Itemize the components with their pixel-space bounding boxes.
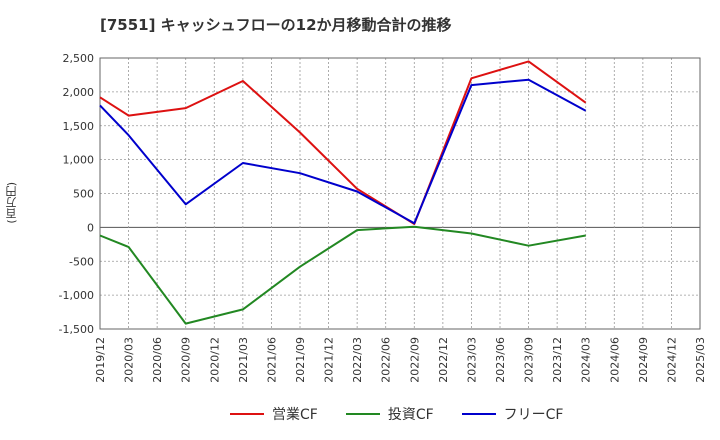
x-tick-label: 2023/09 — [523, 337, 536, 383]
legend-swatch-operating-cf — [230, 413, 264, 415]
x-tick-label: 2024/09 — [637, 337, 650, 383]
x-tick-label: 2020/09 — [180, 337, 193, 383]
x-tick-label: 2020/06 — [151, 337, 164, 383]
y-tick-label: 2,000 — [63, 86, 95, 99]
legend-swatch-investing-cf — [345, 413, 380, 415]
legend-item-free-cf[interactable]: フリーCF — [461, 404, 564, 424]
grid-layer — [99, 57, 701, 330]
series-layer — [99, 60, 587, 325]
tick-label-layer: 2,500 2,000 1,500 1,000 500 0 -500 -1,000 -1,500… — [59, 52, 707, 383]
legend-item-investing-cf[interactable]: 投資CF — [345, 404, 434, 424]
series-line-free-cf — [99, 78, 587, 225]
x-tick-label: 2024/03 — [580, 337, 593, 383]
x-tick-label: 2020/03 — [123, 337, 136, 383]
y-tick-label: 0 — [87, 221, 94, 234]
legend-item-operating-cf[interactable]: 営業CF — [230, 404, 318, 424]
y-tick-label: 500 — [73, 188, 94, 201]
x-tick-label: 2022/09 — [408, 337, 421, 383]
axis-layer — [99, 57, 701, 330]
y-tick-label: 2,500 — [63, 52, 95, 65]
x-tick-label: 2023/03 — [465, 337, 478, 383]
x-tick-label: 2021/12 — [323, 337, 336, 383]
x-tick-label: 2021/06 — [265, 337, 278, 383]
x-tick-label: 2021/09 — [294, 337, 307, 383]
series-line-operating-cf — [99, 60, 587, 225]
y-tick-label: -500 — [69, 255, 94, 268]
legend-swatch-free-cf — [461, 413, 496, 415]
y-tick-label: 1,500 — [63, 120, 95, 133]
y-tick-label: 1,000 — [63, 154, 95, 167]
series-line-investing-cf — [99, 225, 586, 325]
chart-title: [7551] キャッシュフローの12か月移動合計の推移 — [100, 16, 452, 34]
legend-label-free-cf: フリーCF — [503, 407, 564, 423]
x-tick-label: 2020/12 — [208, 337, 221, 383]
x-tick-label: 2022/12 — [437, 337, 450, 383]
x-tick-label: 2022/06 — [380, 337, 393, 383]
x-tick-label: 2025/03 — [694, 337, 707, 383]
y-tick-label: -1,000 — [59, 289, 94, 302]
legend-label-operating-cf: 営業CF — [272, 407, 318, 423]
plot-frame — [99, 57, 701, 330]
x-tick-label: 2024/06 — [608, 337, 621, 383]
y-tick-label: -1,500 — [59, 323, 94, 336]
legend-label-investing-cf: 投資CF — [387, 407, 434, 423]
x-tick-label: 2022/03 — [351, 337, 364, 383]
x-tick-label: 2019/12 — [94, 337, 107, 383]
x-tick-label: 2024/12 — [665, 337, 678, 383]
x-tick-label: 2023/06 — [494, 337, 507, 383]
legend: 営業CF 投資CF フリーCF — [230, 404, 563, 424]
x-tick-label: 2021/03 — [237, 337, 250, 383]
x-tick-label: 2023/12 — [551, 337, 564, 383]
